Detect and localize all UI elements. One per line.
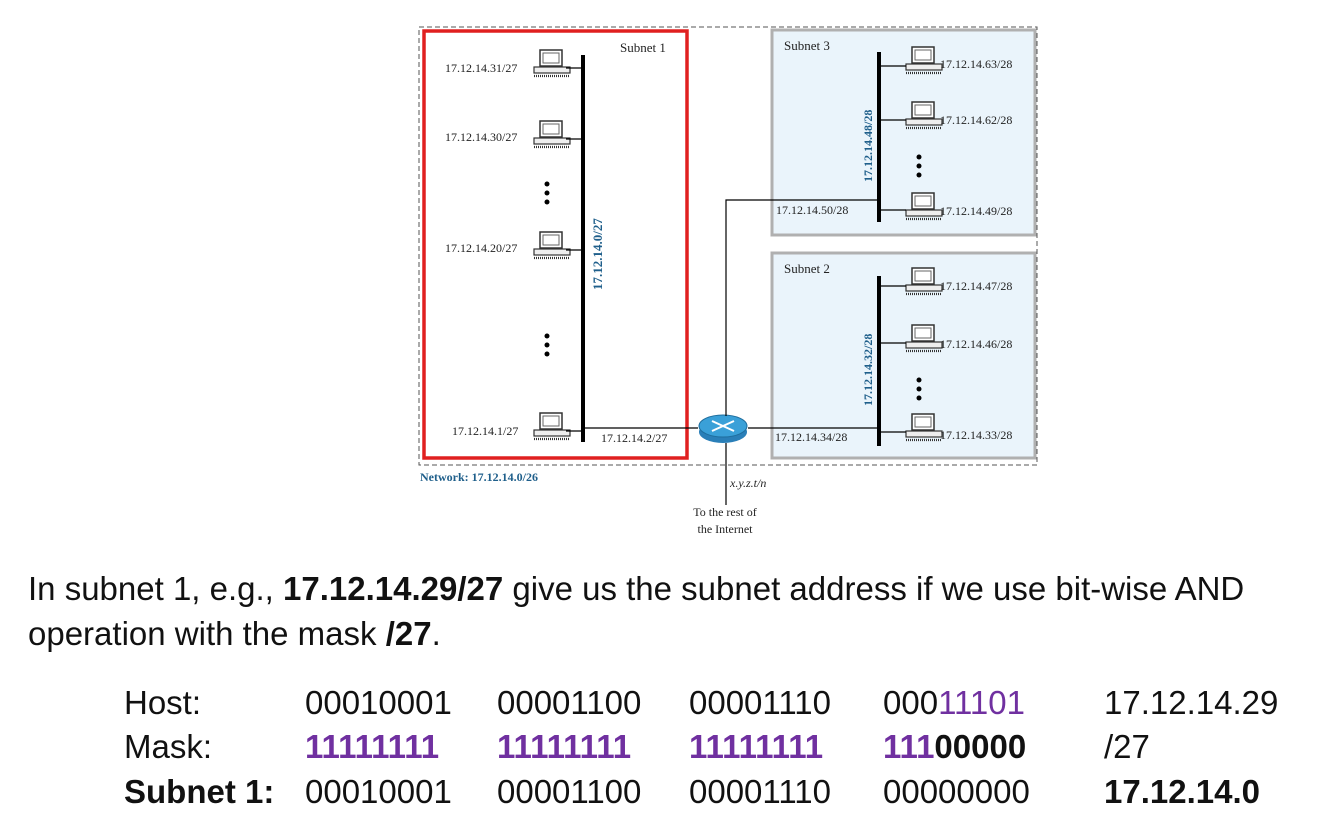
subnet3-label: Subnet 3 <box>784 38 830 53</box>
host-address-label: 17.12.14.63/28 <box>940 57 1012 71</box>
host-address-label: 17.12.14.49/28 <box>940 204 1012 218</box>
subnet2-host: 17.12.14.33/28 <box>879 412 1012 442</box>
host-address-label: 17.12.14.20/27 <box>445 241 517 255</box>
router-external-label: x.y.z.t/n <box>729 476 766 490</box>
mask-octet: 11111111 <box>305 728 440 765</box>
host-row-label: Host: <box>124 684 202 721</box>
host-octet-4: 00011101 <box>883 684 1025 722</box>
host-address-label: 17.12.14.33/28 <box>940 428 1012 442</box>
host-network-bits: 000 <box>883 684 939 721</box>
host-address-label: 17.12.14.46/28 <box>940 337 1012 351</box>
subnet2-bus-label: 17.12.14.32/28 <box>861 334 875 406</box>
subnet-row-label: Subnet 1: <box>124 773 275 810</box>
host-address-label: 17.12.14.30/27 <box>445 130 517 144</box>
network-boundary <box>418 26 1038 466</box>
ellipsis-icon <box>544 181 550 357</box>
mask-decimal: /27 <box>1104 728 1150 765</box>
host-octet: 00001110 <box>689 684 831 721</box>
subnet3-host: 17.12.14.62/28 <box>879 100 1012 130</box>
subnet2-label: Subnet 2 <box>784 261 830 276</box>
mask-zero-bits: 00000 <box>934 728 1027 765</box>
subnet2-box <box>770 251 1037 460</box>
subnet-octet: 00000000 <box>883 773 1030 810</box>
caption-example-address: 17.12.14.29/27 <box>283 570 504 607</box>
subnet-octet: 00001100 <box>497 773 642 810</box>
internet-label-line1: To the rest of <box>693 505 756 519</box>
subnet1-bus-label: 17.12.14.0/27 <box>590 218 605 290</box>
ellipsis-icon <box>916 377 922 401</box>
host-octet: 00010001 <box>305 684 452 721</box>
router-interface-label: 17.12.14.2/27 <box>601 431 667 445</box>
subnet2-host: 17.12.14.47/28 <box>879 266 1012 296</box>
host-address-label: 17.12.14.47/28 <box>940 279 1012 293</box>
caption-part2: give us the subnet address if we use bit… <box>28 570 1245 652</box>
mask-one-bits: 111 <box>883 728 935 765</box>
ellipsis-icon <box>916 154 922 178</box>
host-address-label: 17.12.14.62/28 <box>940 113 1012 127</box>
router-interface-label: 17.12.14.50/28 <box>776 203 848 217</box>
caption-mask: /27 <box>385 615 432 652</box>
subnet3-host: 17.12.14.63/28 <box>879 45 1012 75</box>
mask-octet: 11111111 <box>497 728 632 765</box>
router-icon <box>698 414 748 443</box>
subnet3-host: 17.12.14.49/28 <box>879 191 1012 221</box>
host-address-label: 17.12.14.1/27 <box>452 424 518 438</box>
mask-octet-4: 11100000 <box>883 728 1026 766</box>
host-address-label: 17.12.14.31/27 <box>445 61 517 75</box>
explanation-text: In subnet 1, e.g., 17.12.14.29/27 give u… <box>28 566 1318 656</box>
subnet1-host: 17.12.14.20/27 <box>445 230 583 260</box>
host-octet: 00001100 <box>497 684 642 721</box>
subnet3-box <box>770 28 1037 237</box>
router-interface-label: 17.12.14.34/28 <box>775 430 847 444</box>
subnet3-bus-label: 17.12.14.48/28 <box>861 110 875 182</box>
caption-part3: . <box>431 615 441 652</box>
subnet-decimal: 17.12.14.0 <box>1104 773 1260 810</box>
caption-part1: In subnet 1, e.g., <box>28 570 284 607</box>
subnet1-host: 17.12.14.30/27 <box>445 119 583 149</box>
network-diagram: Subnet 1 Subnet 3 Subnet 2 17.12.14.0/27… <box>418 26 1038 536</box>
subnet1-label: Subnet 1 <box>620 40 666 55</box>
internet-label-line2: the Internet <box>698 522 754 536</box>
subnet-octet: 00010001 <box>305 773 452 810</box>
subnet-octet: 00001110 <box>689 773 831 810</box>
mask-row-label: Mask: <box>124 728 213 765</box>
network-label: Network: 17.12.14.0/26 <box>420 470 538 484</box>
subnet1-host: 17.12.14.31/27 <box>445 48 583 78</box>
subnet2-host: 17.12.14.46/28 <box>879 323 1012 353</box>
host-host-bits: 11101 <box>938 684 1025 721</box>
host-decimal: 17.12.14.29 <box>1104 684 1279 721</box>
mask-octet: 11111111 <box>689 728 824 765</box>
subnet1-host: 17.12.14.1/27 <box>452 411 583 441</box>
